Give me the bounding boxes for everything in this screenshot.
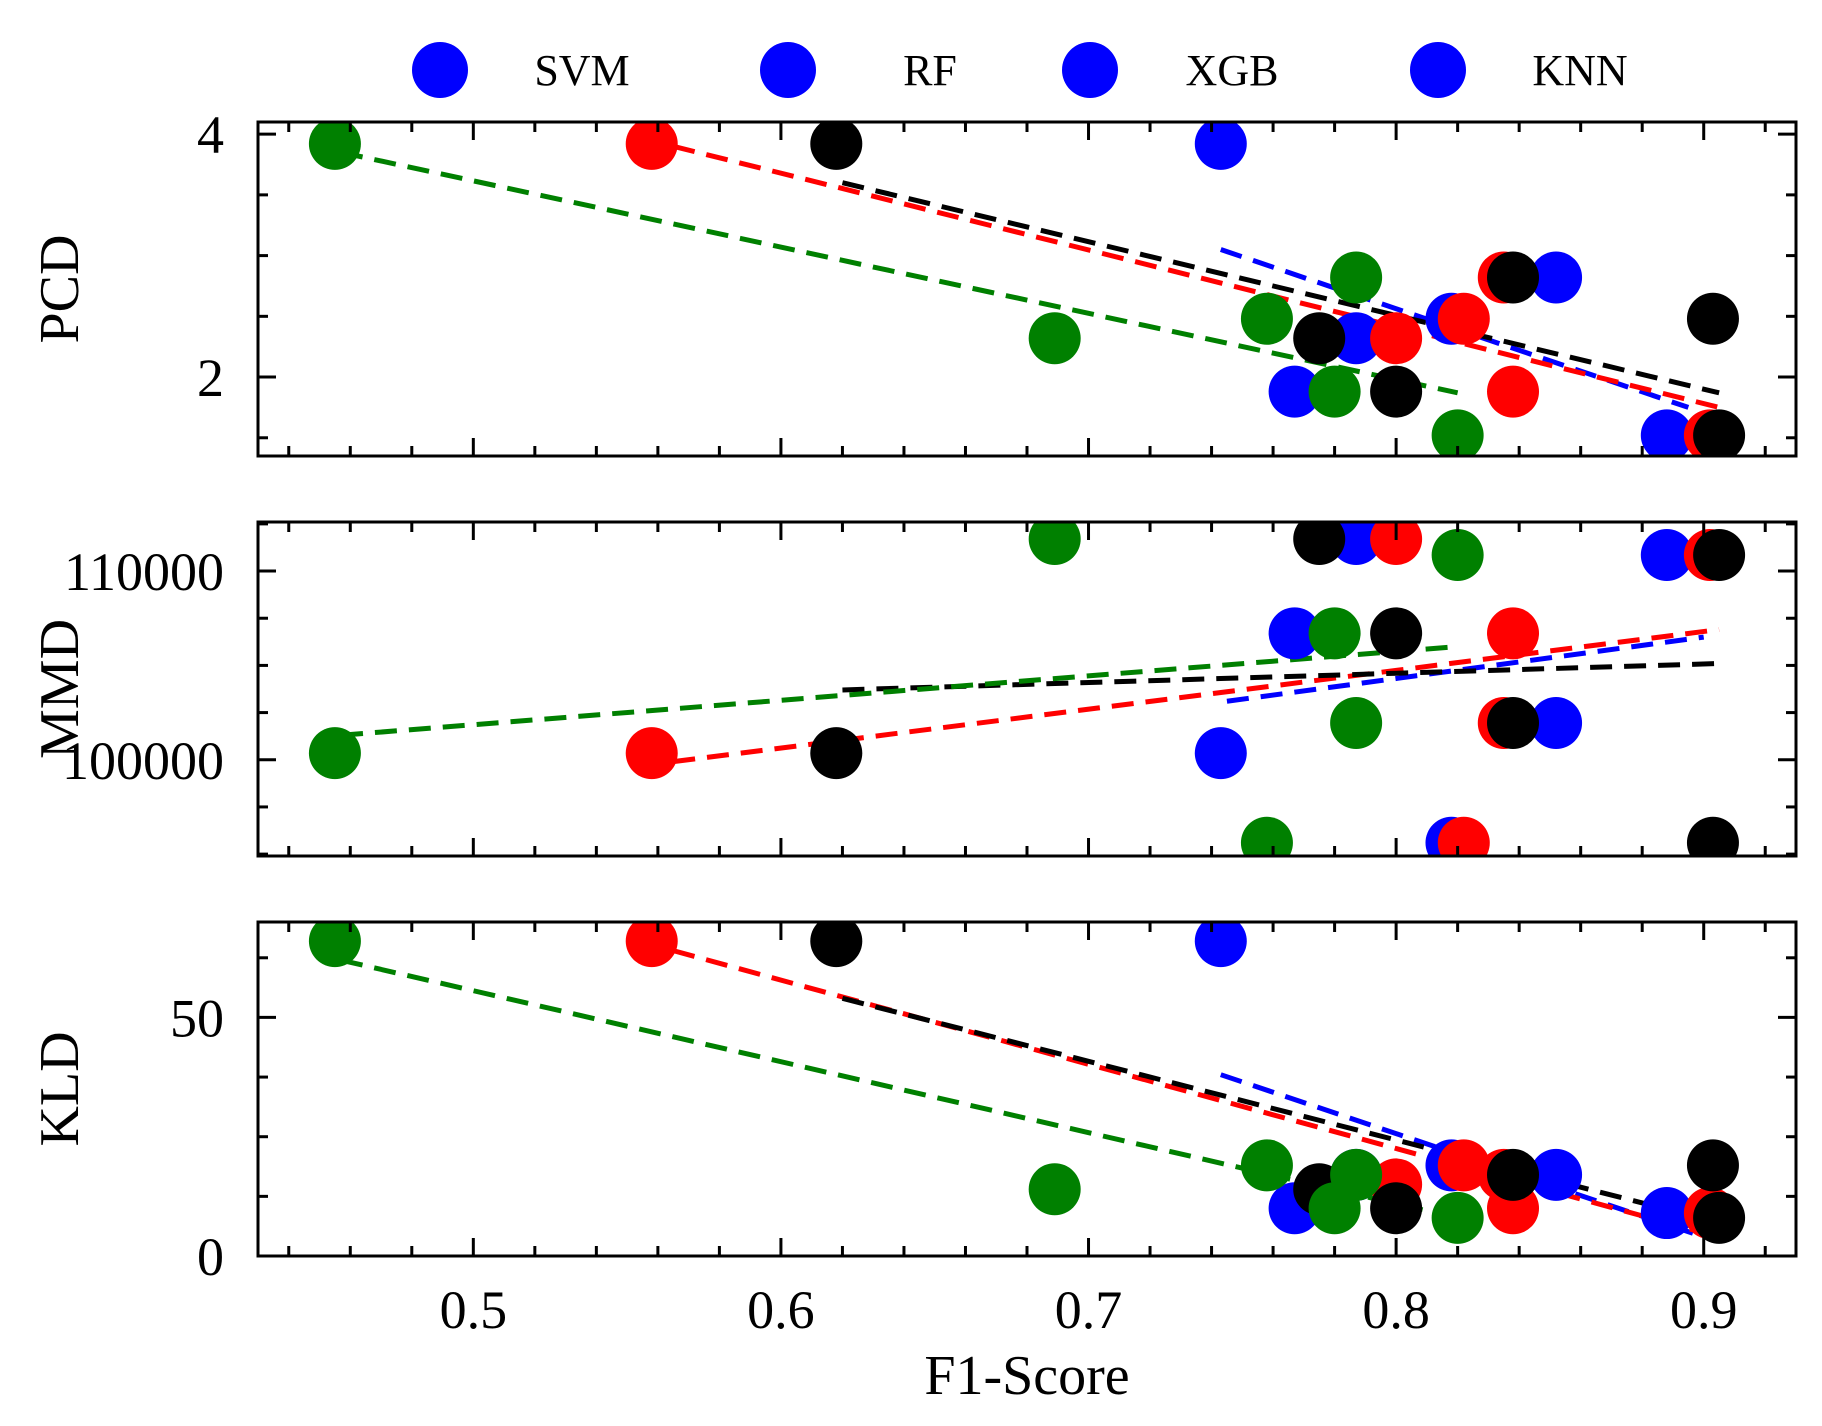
panel-kld: 0 50 KLD (29, 920, 1798, 1287)
legend-label: XGB (1186, 46, 1279, 95)
point-xgb (1487, 251, 1540, 304)
y-tick-label: 100000 (62, 731, 224, 791)
plot-area (308, 522, 1746, 856)
point-xgb (810, 122, 863, 170)
point-svm (1640, 409, 1693, 456)
point-rf (625, 922, 678, 968)
point-knn (1431, 409, 1484, 456)
legend-marker (760, 42, 816, 98)
axes-frame (256, 920, 1798, 1258)
legend-marker (412, 42, 468, 98)
panel-pcd: 2 4 PCD (29, 105, 1798, 458)
legend-label: SVM (534, 46, 629, 95)
point-svm (1268, 365, 1321, 418)
legend-item-knn: KNN (1410, 42, 1628, 98)
point-svm (1330, 312, 1383, 365)
point-svm (1268, 607, 1321, 660)
point-xgb (1370, 365, 1423, 418)
point-knn (308, 122, 361, 170)
legend-marker (1062, 42, 1118, 98)
panel-mmd: 100000 110000 MMD (29, 520, 1798, 858)
y-axis-title: KLD (29, 1031, 91, 1146)
y-tick-label: 2 (197, 348, 224, 408)
point-rf (625, 122, 678, 170)
point-xgb (1693, 1191, 1746, 1244)
point-knn (1330, 251, 1383, 304)
point-xgb (1487, 696, 1540, 749)
legend-item-rf: RF (760, 42, 957, 98)
y-axis-title: PCD (29, 235, 91, 344)
y-tick-label: 4 (197, 105, 224, 165)
point-rf (1370, 522, 1423, 565)
fit-line-knn (340, 644, 1458, 738)
point-knn (1028, 312, 1081, 365)
point-rf (1437, 1139, 1490, 1192)
fit-line-xgb (841, 180, 1720, 396)
point-xgb (1370, 607, 1423, 660)
point-knn (1028, 1163, 1081, 1216)
point-rf (1370, 312, 1423, 365)
legend-marker (1410, 42, 1466, 98)
point-svm (1530, 696, 1583, 749)
legend: SVM RF XGB KNN (412, 42, 1628, 98)
point-knn (1028, 522, 1081, 565)
x-tick-label: 0.7 (1055, 1280, 1123, 1340)
y-tick-label: 0 (197, 1227, 224, 1287)
point-xgb (1686, 292, 1739, 345)
point-rf (1437, 816, 1490, 856)
axes-frame (256, 520, 1798, 858)
point-knn (1330, 696, 1383, 749)
point-rf (625, 727, 678, 780)
point-xgb (1487, 1148, 1540, 1201)
point-xgb (810, 922, 863, 968)
point-knn (308, 922, 361, 968)
point-xgb (1693, 409, 1746, 456)
point-knn (1240, 292, 1293, 345)
point-svm (1194, 727, 1247, 780)
point-svm (1640, 1187, 1693, 1240)
point-rf (1437, 292, 1490, 345)
legend-label: KNN (1532, 46, 1627, 95)
legend-item-svm: SVM (412, 42, 630, 98)
point-knn (1308, 607, 1361, 660)
panels: 2 4 PCD 100000 110000 MMD 0 50 KLD 0.5 0.6 0.7 0.8 0.… (29, 105, 1798, 1340)
fit-line-knn (340, 957, 1459, 1221)
point-knn (1240, 1139, 1293, 1192)
y-axis-title: MMD (29, 619, 91, 759)
point-svm (1530, 1148, 1583, 1201)
point-knn (1330, 1148, 1383, 1201)
point-xgb (1686, 1139, 1739, 1192)
point-svm (1640, 529, 1693, 582)
fit-line-knn (340, 149, 1459, 396)
y-tick-label: 110000 (64, 542, 224, 602)
point-xgb (1293, 312, 1346, 365)
plot-area (308, 922, 1746, 1244)
x-tick-label: 0.8 (1362, 1280, 1430, 1340)
point-svm (1530, 251, 1583, 304)
point-xgb (1370, 1182, 1423, 1235)
x-axis-title: F1-Score (924, 1345, 1129, 1407)
point-xgb (1293, 522, 1346, 565)
point-rf (1487, 607, 1540, 660)
x-tick-label: 0.6 (747, 1280, 815, 1340)
x-tick-label: 0.5 (440, 1280, 508, 1340)
point-xgb (1686, 816, 1739, 856)
plot-area (308, 122, 1746, 456)
point-knn (1431, 1191, 1484, 1244)
point-svm (1194, 922, 1247, 968)
point-svm (1194, 122, 1247, 170)
point-xgb (810, 727, 863, 780)
point-knn (308, 727, 361, 780)
point-knn (1240, 816, 1293, 856)
x-tick-label: 0.9 (1670, 1280, 1738, 1340)
point-knn (1308, 365, 1361, 418)
y-tick-label: 50 (170, 988, 224, 1048)
point-xgb (1693, 529, 1746, 582)
legend-item-xgb: XGB (1062, 42, 1278, 98)
legend-label: RF (903, 46, 957, 95)
point-rf (1487, 365, 1540, 418)
fit-line-rf (672, 143, 1720, 410)
point-knn (1431, 529, 1484, 582)
